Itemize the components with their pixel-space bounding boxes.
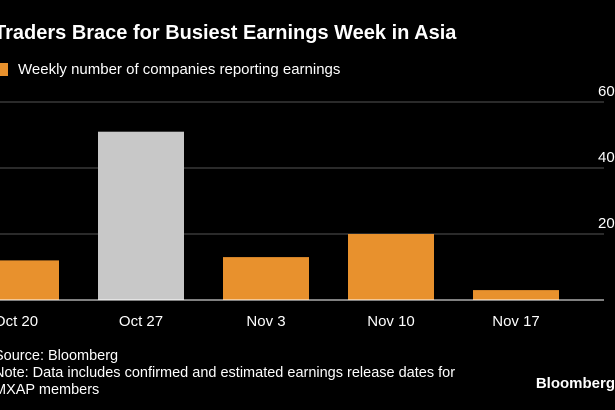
y-tick-label: 60 (598, 83, 615, 100)
bar-oct-27 (98, 131, 184, 300)
chart-title: Traders Brace for Busiest Earnings Week … (0, 22, 457, 44)
x-tick-label: Nov 10 (367, 313, 415, 330)
bar-nov-3 (223, 257, 309, 300)
note-line-1: Note: Data includes confirmed and estima… (0, 365, 456, 381)
source-text: Source: Bloomberg (0, 348, 119, 364)
footer: Source: Bloomberg Note: Data includes co… (0, 348, 455, 399)
bar-nov-17 (473, 290, 559, 300)
legend-swatch (0, 62, 8, 76)
bloomberg-logo: Bloomberg (535, 375, 615, 392)
legend-label: Weekly number of companies reporting ear… (18, 60, 341, 78)
y-tick-label: 20 (598, 215, 615, 232)
x-tick-label: Oct 20 (0, 313, 38, 330)
x-tick-label: Nov 3 (246, 313, 285, 330)
note-line-2: MXAP members (0, 382, 100, 398)
bar-oct-20 (0, 260, 59, 300)
legend: Weekly number of companies reporting ear… (0, 60, 340, 78)
bar-nov-10 (348, 234, 434, 300)
x-tick-label: Nov 17 (492, 313, 540, 330)
y-tick-label: 40 (598, 149, 615, 166)
x-tick-label: Oct 27 (119, 313, 163, 330)
